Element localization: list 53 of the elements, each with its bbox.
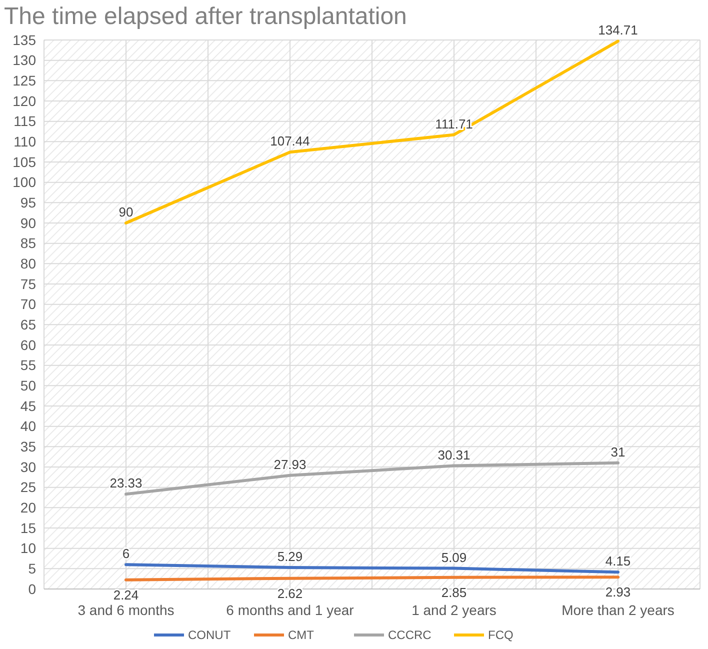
y-tick-label: 125 xyxy=(12,72,36,89)
y-tick-label: 120 xyxy=(12,92,36,109)
data-label: 6 xyxy=(122,546,130,562)
y-tick-label: 25 xyxy=(20,479,36,496)
y-tick-label: 40 xyxy=(20,418,36,434)
data-label: 107.44 xyxy=(270,134,310,149)
y-tick-label: 100 xyxy=(12,174,36,190)
y-tick-label: 70 xyxy=(20,296,36,312)
x-tick-label: More than 2 years xyxy=(562,602,674,618)
x-tick-label: 3 and 6 months xyxy=(78,602,174,618)
x-tick-label: 1 and 2 years xyxy=(412,602,496,618)
y-tick-label: 130 xyxy=(12,52,36,68)
y-tick-label: 30 xyxy=(20,458,36,475)
data-label: 111.71 xyxy=(435,116,473,132)
data-label: 30.31 xyxy=(438,447,470,462)
x-tick-label: 6 months and 1 year xyxy=(226,602,354,618)
y-tick-label: 105 xyxy=(12,154,36,170)
y-tick-label: 80 xyxy=(20,256,36,272)
y-tick-label: 35 xyxy=(20,438,36,455)
data-label: 90 xyxy=(118,204,134,220)
y-tick-label: 20 xyxy=(20,500,36,516)
y-tick-label: 95 xyxy=(20,194,36,211)
data-label: 134.71 xyxy=(598,22,638,38)
data-label: 31 xyxy=(610,444,626,460)
y-tick-label: 55 xyxy=(20,357,36,374)
data-label: 27.93 xyxy=(274,456,306,472)
data-label: 2.85 xyxy=(441,584,467,600)
y-tick-label: 15 xyxy=(20,520,36,536)
y-tick-label: 115 xyxy=(14,113,36,130)
data-label: 5.09 xyxy=(441,550,467,565)
y-tick-label: 10 xyxy=(20,540,36,556)
y-tick-label: 75 xyxy=(20,276,36,292)
y-tick-label: 65 xyxy=(20,316,36,333)
data-label: 2.24 xyxy=(113,587,139,602)
data-label: 5.29 xyxy=(277,549,303,564)
y-tick-label: 85 xyxy=(20,235,36,252)
y-tick-label: 50 xyxy=(20,378,36,394)
legend-label: CONUT xyxy=(188,628,232,642)
y-tick-label: 45 xyxy=(20,398,36,414)
y-tick-label: 60 xyxy=(20,336,36,353)
legend-label: CMT xyxy=(288,628,315,642)
y-tick-label: 90 xyxy=(20,214,36,231)
data-label: 23.33 xyxy=(110,476,142,491)
y-tick-label: 110 xyxy=(14,134,36,150)
y-tick-label: 5 xyxy=(28,560,36,577)
y-tick-label: 0 xyxy=(28,580,36,597)
data-label: 2.62 xyxy=(277,586,303,601)
data-label: 4.15 xyxy=(605,554,631,569)
chart-title: The time elapsed after transplantation xyxy=(4,3,407,30)
data-label: 2.93 xyxy=(605,584,631,600)
y-tick-label: 135 xyxy=(12,32,36,48)
legend-label: FCQ xyxy=(488,628,514,642)
legend-label: CCCRC xyxy=(388,628,432,642)
